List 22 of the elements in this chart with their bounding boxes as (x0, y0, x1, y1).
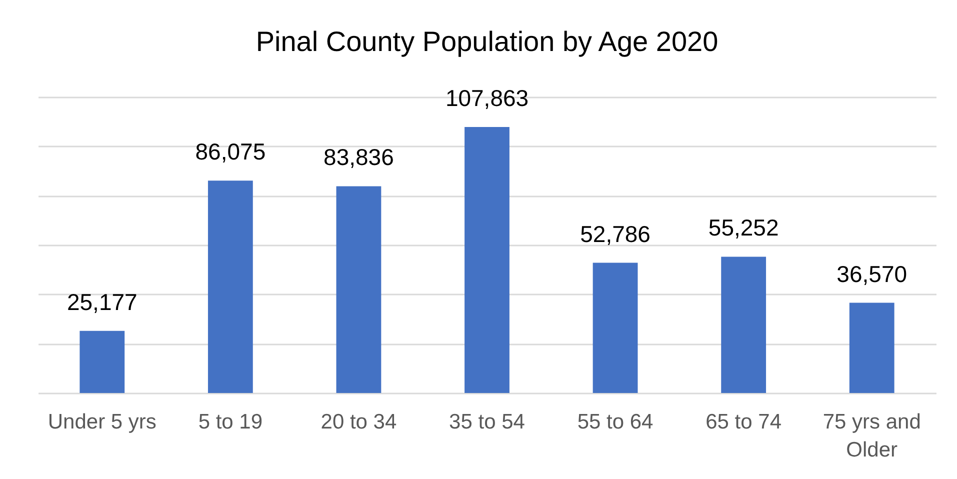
x-tick-label: 55 to 64 (577, 410, 654, 434)
bar (80, 330, 125, 393)
bar (208, 180, 253, 393)
data-label: 25,177 (66, 288, 138, 315)
x-tick-label: 20 to 34 (320, 410, 397, 434)
bar (464, 126, 510, 393)
data-label: 83,836 (324, 144, 394, 170)
x-tick-label: 75 yrs and Older (822, 410, 921, 462)
x-tick-label: 5 to 19 (198, 410, 263, 434)
data-label: 107,863 (445, 84, 529, 111)
data-label: 55,252 (708, 214, 779, 241)
bar (592, 262, 638, 393)
bar (849, 302, 894, 393)
chart-title: Pinal County Population by Age 2020 (256, 26, 718, 57)
x-tick-label: 35 to 54 (449, 410, 526, 434)
data-label: 86,075 (195, 138, 266, 165)
x-tick-label: 65 to 74 (706, 410, 782, 434)
data-label: 52,786 (580, 220, 650, 247)
data-label: 36,570 (836, 260, 908, 287)
bar (721, 256, 766, 393)
bar (336, 186, 382, 393)
x-tick-label: Under 5 yrs (48, 410, 156, 434)
